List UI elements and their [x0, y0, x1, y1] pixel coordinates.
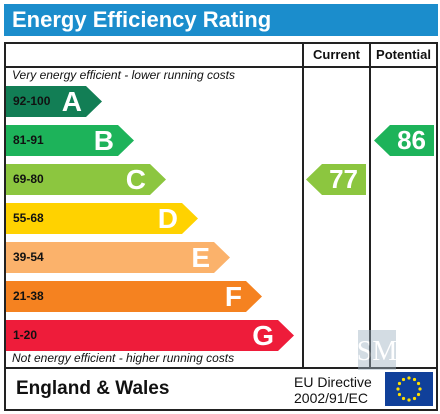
header-divider [4, 66, 438, 68]
eu-flag-icon [385, 372, 433, 406]
band-range-label: 69-80 [13, 172, 44, 186]
band-f: 21-38 F [6, 281, 262, 312]
potential-rating-value: 86 [397, 125, 426, 155]
eu-star [397, 381, 402, 386]
potential-rating-arrow: 86 [374, 125, 434, 156]
eu-star [407, 376, 411, 380]
band-letter: F [224, 281, 242, 312]
band-g: 1-20 G [6, 320, 294, 351]
bottom-note: Not energy efficient - higher running co… [12, 351, 235, 365]
eu-star [416, 392, 421, 397]
band-range-label: 92-100 [13, 94, 51, 108]
directive-line-1: EU Directive [294, 374, 372, 390]
band-range-label: 21-38 [13, 289, 44, 303]
band-range-label: 81-91 [13, 133, 44, 147]
eu-star [412, 377, 417, 382]
top-note: Very energy efficient - lower running co… [12, 68, 235, 82]
watermark-box [358, 330, 396, 370]
eu-star [412, 396, 417, 401]
footer-divider [4, 367, 438, 369]
eu-star [418, 387, 422, 391]
band-e: 39-54 E [6, 242, 230, 273]
eu-star [397, 392, 402, 397]
eu-directive: EU Directive 2002/91/EC [294, 374, 372, 406]
eu-star [401, 396, 406, 401]
band-range-label: 55-68 [13, 211, 44, 225]
watermark-letters: SM [357, 336, 398, 367]
band-letter: C [125, 164, 146, 195]
chart-frame [4, 42, 438, 411]
band-d: 55-68 D [6, 203, 198, 234]
band-letter: B [93, 125, 114, 156]
band-b: 81-91 B [6, 125, 134, 156]
current-column-header: Current [313, 47, 360, 62]
directive-line-2: 2002/91/EC [294, 390, 368, 406]
band-letter: D [157, 203, 178, 234]
band-letter: A [61, 86, 82, 117]
band-range-label: 39-54 [13, 250, 44, 264]
eu-star [416, 381, 421, 386]
potential-column-divider [369, 42, 371, 367]
band-letter: E [191, 242, 210, 273]
band-c: 69-80 C [6, 164, 166, 195]
band-a: 92-100 A [6, 86, 102, 117]
eu-star [396, 387, 400, 391]
chart-title: Energy Efficiency Rating [4, 4, 438, 36]
band-range-label: 1-20 [13, 328, 38, 342]
band-letter: G [252, 320, 274, 351]
watermark-logo: SM [357, 330, 398, 370]
region-label: England & Wales [16, 378, 170, 399]
current-rating-value: 77 [329, 164, 358, 194]
eu-star [401, 377, 406, 382]
potential-column-header: Potential [376, 47, 431, 62]
eu-star [407, 398, 411, 402]
current-column-divider [302, 42, 304, 367]
